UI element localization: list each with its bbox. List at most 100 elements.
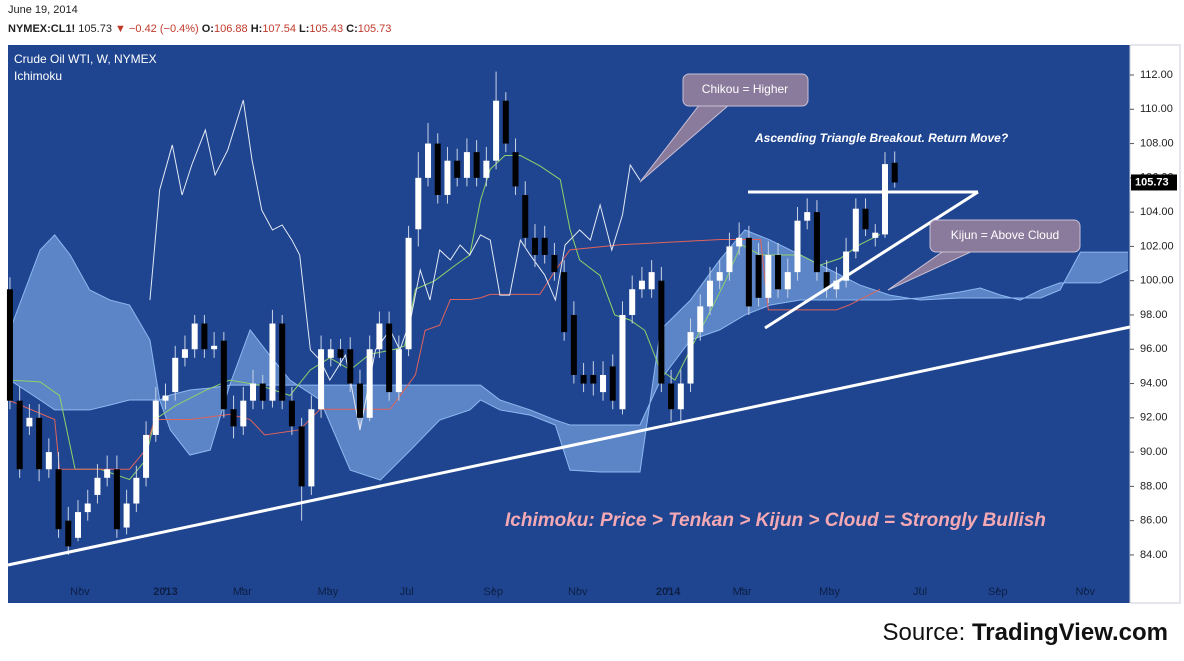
x-tick-label: 2013 [153, 586, 177, 598]
y-tick-label: 92.00 [1140, 412, 1168, 424]
candle-body [580, 374, 587, 384]
candle-body [104, 469, 111, 478]
candle-body [862, 208, 869, 230]
x-tick-label: 2014 [656, 586, 681, 598]
candle-body [736, 237, 743, 247]
annotation: Chikou = Higher [702, 82, 788, 96]
y-tick-label: 84.00 [1140, 549, 1168, 561]
candle-body [45, 452, 52, 470]
candle-body [298, 426, 305, 487]
ohlc-label: L: [299, 23, 309, 35]
indicator-line [9, 155, 881, 481]
x-tick-label: May [317, 586, 338, 598]
candle-body [191, 323, 198, 350]
candle-body [288, 400, 295, 427]
candle-body [794, 220, 801, 273]
candle-body [279, 323, 286, 401]
candle-body [833, 280, 840, 290]
down-arrow: ▼ [115, 23, 126, 35]
y-tick-label: 88.00 [1140, 480, 1168, 492]
candle-body [551, 254, 558, 273]
candle-body [211, 345, 218, 350]
callout-box [682, 73, 809, 107]
x-tick-label: Mar [733, 586, 752, 598]
symbol: NYMEX:CL1! [8, 23, 75, 35]
candle-body [687, 332, 694, 384]
candle-body [668, 383, 675, 410]
y-tick-label: 98.00 [1140, 309, 1168, 321]
source-label: Source: [883, 619, 966, 646]
candle-body [65, 520, 72, 547]
candle-body [891, 162, 898, 183]
ohlc-value: 105.43 [309, 23, 343, 35]
candle-body [6, 289, 13, 401]
y-tick-label: 102.00 [1140, 240, 1174, 252]
ohlc-value: 106.88 [214, 23, 248, 35]
candle-body [493, 100, 500, 161]
candle-body [444, 160, 451, 195]
candle-body [658, 280, 665, 384]
candle-body [318, 349, 325, 410]
cloud-fill [9, 229, 1129, 481]
candle-body [454, 160, 461, 178]
candle-body [784, 272, 791, 290]
x-tick-label: Nov [70, 586, 90, 598]
candle-body [473, 152, 480, 178]
callout-box [929, 219, 1081, 253]
candle-body [143, 434, 150, 478]
candle-body [852, 208, 859, 252]
y-tick-label: 96.00 [1140, 343, 1168, 355]
chart-title: Crude Oil WTI, W, NYMEX [14, 52, 157, 66]
candle-body [512, 152, 519, 187]
ohlc-value: 105.73 [358, 23, 392, 35]
candle-body [775, 254, 782, 290]
annotation: Kijun = Above Cloud [951, 228, 1059, 242]
y-tick-label: 112.00 [1140, 69, 1173, 81]
candle-body [55, 469, 62, 530]
candle-body [123, 503, 130, 528]
candle-body [522, 194, 529, 238]
support-line [764, 190, 979, 330]
candle-body [872, 232, 879, 238]
candle-body [502, 100, 509, 144]
candle-body [706, 280, 713, 307]
candle-body [386, 323, 393, 393]
cloud-edge [9, 229, 1129, 481]
candle-body [201, 323, 208, 350]
price-axis [1129, 44, 1181, 604]
candle-body [94, 477, 101, 495]
candle-body [425, 143, 432, 178]
indicator-line [149, 99, 641, 431]
x-tick-label: Jul [913, 586, 927, 598]
x-tick-label: Nov [1075, 586, 1095, 598]
source-site: TradingView.com [972, 619, 1168, 646]
candle-body [327, 349, 334, 358]
candle-body [16, 400, 23, 470]
candle-body [133, 477, 140, 504]
candle-body [259, 383, 266, 401]
ohlc-label: H: [251, 23, 263, 35]
candle-body [561, 272, 568, 333]
y-tick-label: 100.00 [1140, 275, 1174, 287]
candle-body [483, 160, 490, 178]
candle-body [677, 383, 684, 410]
candle-body [84, 503, 91, 513]
candle-body [376, 323, 383, 350]
candle-body [250, 383, 257, 401]
candle-body [629, 289, 636, 315]
y-tick-label: 94.00 [1140, 377, 1168, 389]
candle-body [434, 143, 441, 195]
candle-body [405, 237, 412, 350]
candle-body [823, 272, 830, 290]
y-tick-label: 108.00 [1140, 137, 1174, 149]
candle-body [570, 314, 577, 375]
candle-body [269, 323, 276, 401]
annotation: Ascending Triangle Breakout. Return Move… [754, 131, 1009, 145]
ohlc-label: O: [202, 23, 214, 35]
annotation: Ichimoku: Price > Tenkan > Kijun > Cloud… [505, 510, 1046, 531]
candle-body [541, 237, 548, 255]
x-tick-label: Sep [483, 586, 503, 598]
candle-body [590, 374, 597, 384]
candle-body [75, 512, 82, 538]
